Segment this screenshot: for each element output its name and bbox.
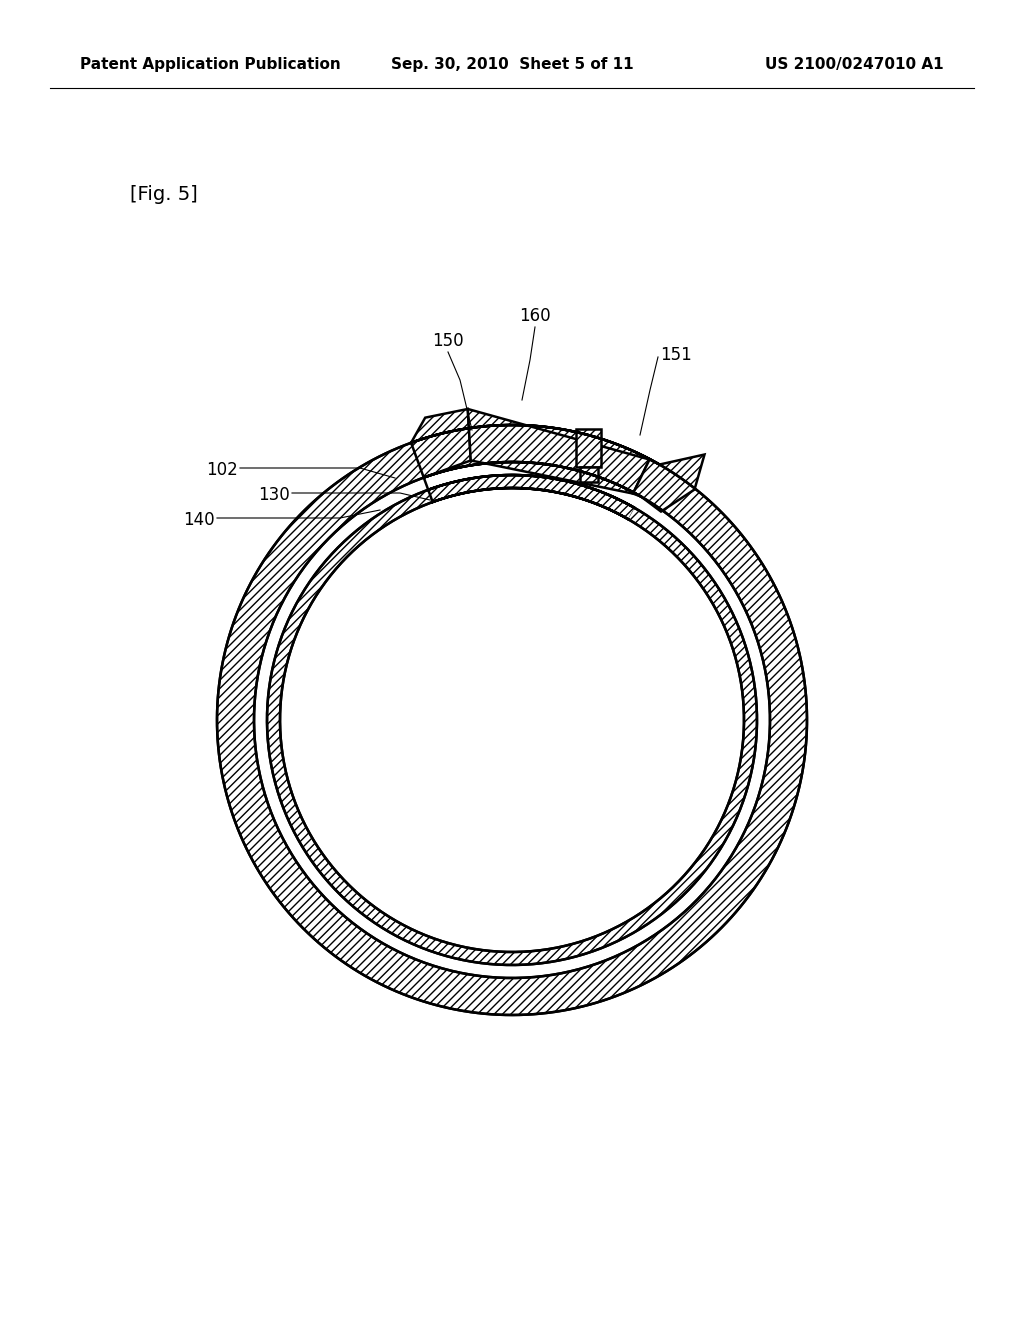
Polygon shape	[580, 467, 598, 482]
Text: 102: 102	[206, 461, 238, 479]
Text: 160: 160	[519, 308, 551, 325]
Polygon shape	[633, 454, 705, 512]
Polygon shape	[217, 425, 807, 1015]
Text: 130: 130	[258, 486, 290, 504]
Text: 140: 140	[183, 511, 215, 529]
Text: 151: 151	[660, 346, 692, 364]
Polygon shape	[267, 475, 757, 965]
Text: [Fig. 5]: [Fig. 5]	[130, 185, 198, 205]
Polygon shape	[411, 409, 471, 478]
Text: Patent Application Publication: Patent Application Publication	[80, 58, 341, 73]
Text: Sep. 30, 2010  Sheet 5 of 11: Sep. 30, 2010 Sheet 5 of 11	[391, 58, 633, 73]
Polygon shape	[577, 429, 601, 467]
Polygon shape	[468, 409, 649, 494]
Text: 150: 150	[432, 333, 464, 350]
Text: US 2100/0247010 A1: US 2100/0247010 A1	[765, 58, 944, 73]
